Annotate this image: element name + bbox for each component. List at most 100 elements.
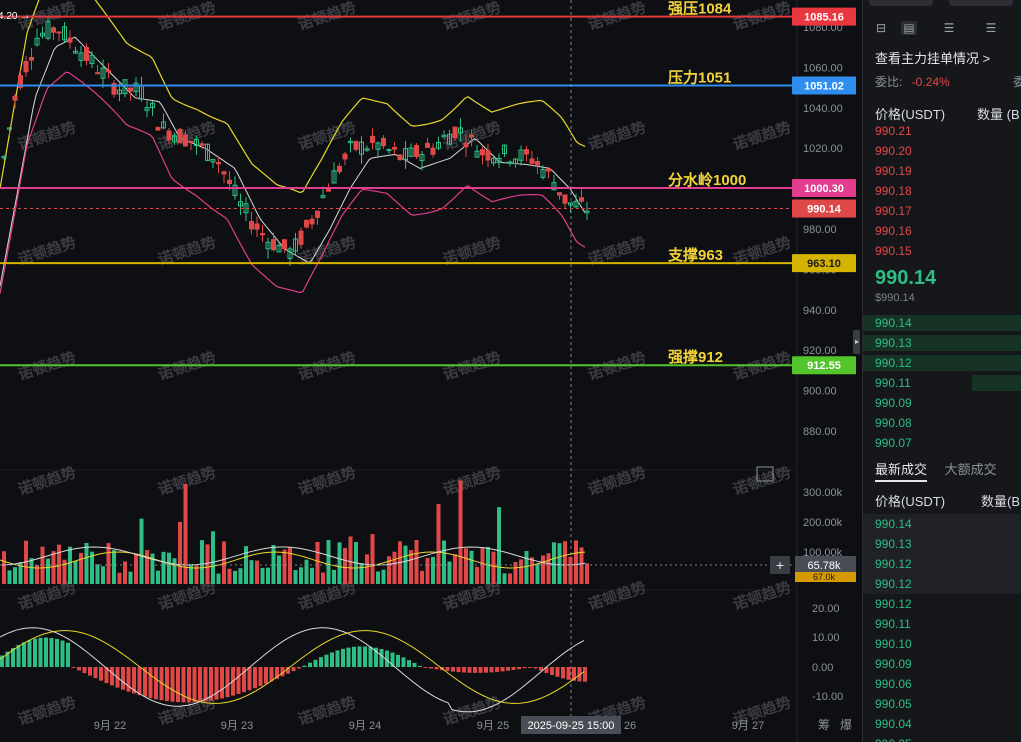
volume-bar <box>480 547 485 584</box>
macd-histogram-bar <box>324 654 329 667</box>
trade-price: 990.12 <box>875 577 912 591</box>
macd-histogram-bar <box>269 667 274 682</box>
candle-body <box>579 197 584 202</box>
macd-histogram-bar <box>407 660 411 667</box>
candle-body <box>535 161 540 166</box>
volume-bar <box>343 548 347 584</box>
bid-price: 990.07 <box>875 436 912 450</box>
candle-body <box>348 140 353 144</box>
top-left-price-label: 4.20 → <box>0 11 30 22</box>
volume-bar <box>491 551 496 584</box>
level-badge-text-pivot: 1000.30 <box>804 183 844 195</box>
bid-row[interactable]: 990.12 <box>863 353 1021 373</box>
collapse-panel-button[interactable]: ▸ <box>853 330 860 354</box>
candle-body <box>216 162 221 165</box>
ask-row[interactable]: 990.17 <box>863 201 1021 221</box>
time-axis-tick: 9月 24 <box>349 720 381 732</box>
ask-price: 990.20 <box>875 144 912 158</box>
volume-bar <box>332 569 336 584</box>
macd-histogram-bar <box>225 667 230 698</box>
layout-both-icon[interactable]: ⊟ <box>875 21 887 35</box>
level-badge-text-resistance: 1051.02 <box>804 81 844 93</box>
last-price: 990.14 <box>875 267 937 289</box>
macd-histogram-bar <box>291 667 296 672</box>
candle-body <box>359 141 364 155</box>
candle-body <box>227 179 232 185</box>
volume-bar <box>458 480 463 584</box>
volume-bar <box>497 507 501 584</box>
volume-bar <box>414 540 419 584</box>
macd-histogram-bar <box>121 667 125 690</box>
volume-bar <box>282 549 287 584</box>
trade-row: 990.12 <box>863 594 1021 614</box>
candle-body <box>469 134 474 138</box>
fullscreen-icon[interactable] <box>756 466 774 482</box>
bid-row[interactable]: 990.13 <box>863 333 1021 353</box>
kline-chart[interactable]: 诺顿趋势 诺顿趋势 诺顿趋势 诺顿趋势 诺顿趋势 诺顿趋势 诺顿趋势 诺顿趋势 诺顿趋势 诺顿趋势… <box>0 0 860 742</box>
volume-bar <box>2 551 6 584</box>
candle-body <box>452 126 458 139</box>
macd-histogram-bar <box>462 667 466 673</box>
layout-asks-icon[interactable]: ☰ <box>943 21 955 35</box>
macd-histogram-bar <box>522 667 527 669</box>
ask-row[interactable]: 990.19 <box>863 161 1021 181</box>
toolbar-tab-left[interactable] <box>869 0 933 6</box>
macd-histogram-bar <box>533 667 538 669</box>
crosshair-time-text: 2025-09-25 15:00 <box>528 720 615 732</box>
volume-bar <box>387 556 391 584</box>
chips-icon[interactable]: 筹 <box>818 718 830 732</box>
tab-latest-trades[interactable]: 最新成交 <box>875 462 928 477</box>
bid-row[interactable]: 990.11 <box>863 373 1021 393</box>
macd-histogram-bar <box>434 667 439 670</box>
macd-histogram-bar <box>0 655 4 667</box>
bid-row[interactable]: 990.07 <box>863 433 1021 453</box>
macd-histogram-bar <box>374 647 378 667</box>
bid-row[interactable]: 990.08 <box>863 413 1021 433</box>
candle-body <box>430 147 436 155</box>
bid-row[interactable]: 990.14 <box>863 313 1021 333</box>
ask-row[interactable]: 990.16 <box>863 221 1021 241</box>
macd-histogram-bar <box>165 667 169 702</box>
macd-histogram-bar <box>352 646 356 667</box>
macd-histogram-bar <box>313 659 318 667</box>
crosshair-add-button[interactable] <box>770 556 790 574</box>
candle-body <box>419 154 425 162</box>
ask-row[interactable]: 990.15 <box>863 241 1021 261</box>
volume-bar <box>546 553 551 584</box>
candle-body <box>29 57 34 61</box>
macd-histogram-bar <box>220 667 224 699</box>
volume-bar <box>57 544 61 584</box>
toolbar-tab-right[interactable] <box>949 0 1013 6</box>
level-label-pivot: 分水岭1000 <box>668 171 746 189</box>
volume-bar <box>293 570 298 584</box>
liquidation-icon[interactable]: 爆 <box>840 718 852 732</box>
trade-row: 990.14 <box>863 514 1021 534</box>
volume-bar <box>310 567 314 584</box>
ask-row[interactable]: 990.20 <box>863 141 1021 161</box>
macd-histogram-bar <box>71 667 76 668</box>
candle-body <box>375 142 381 150</box>
volume-bar <box>475 566 479 584</box>
tab-large-trades[interactable]: 大额成交 <box>944 462 997 477</box>
macd-histogram-bar <box>451 667 455 672</box>
volume-bar <box>167 552 171 584</box>
ask-row[interactable]: 990.21 <box>863 121 1021 141</box>
candle-body <box>491 157 496 164</box>
candle-body <box>199 143 205 146</box>
layout-split-icon[interactable]: ▤ <box>901 21 917 35</box>
macd-histogram-bar <box>583 667 587 682</box>
macd-histogram-bar <box>126 667 131 692</box>
ask-row[interactable]: 990.18 <box>863 181 1021 201</box>
macd-histogram-bar <box>247 667 252 691</box>
macd-histogram-bar <box>148 667 153 699</box>
bid-row[interactable]: 990.09 <box>863 393 1021 413</box>
trade-row: 990.10 <box>863 634 1021 654</box>
layout-bids-icon[interactable]: ☰ <box>985 21 997 35</box>
macd-histogram-bar <box>489 667 494 673</box>
candle-body <box>562 194 568 204</box>
main-orders-link[interactable]: 查看主力挂单情况 > <box>875 51 991 66</box>
candle-body <box>397 154 403 161</box>
volume-bar <box>502 573 507 584</box>
macd-histogram-bar <box>555 667 560 677</box>
